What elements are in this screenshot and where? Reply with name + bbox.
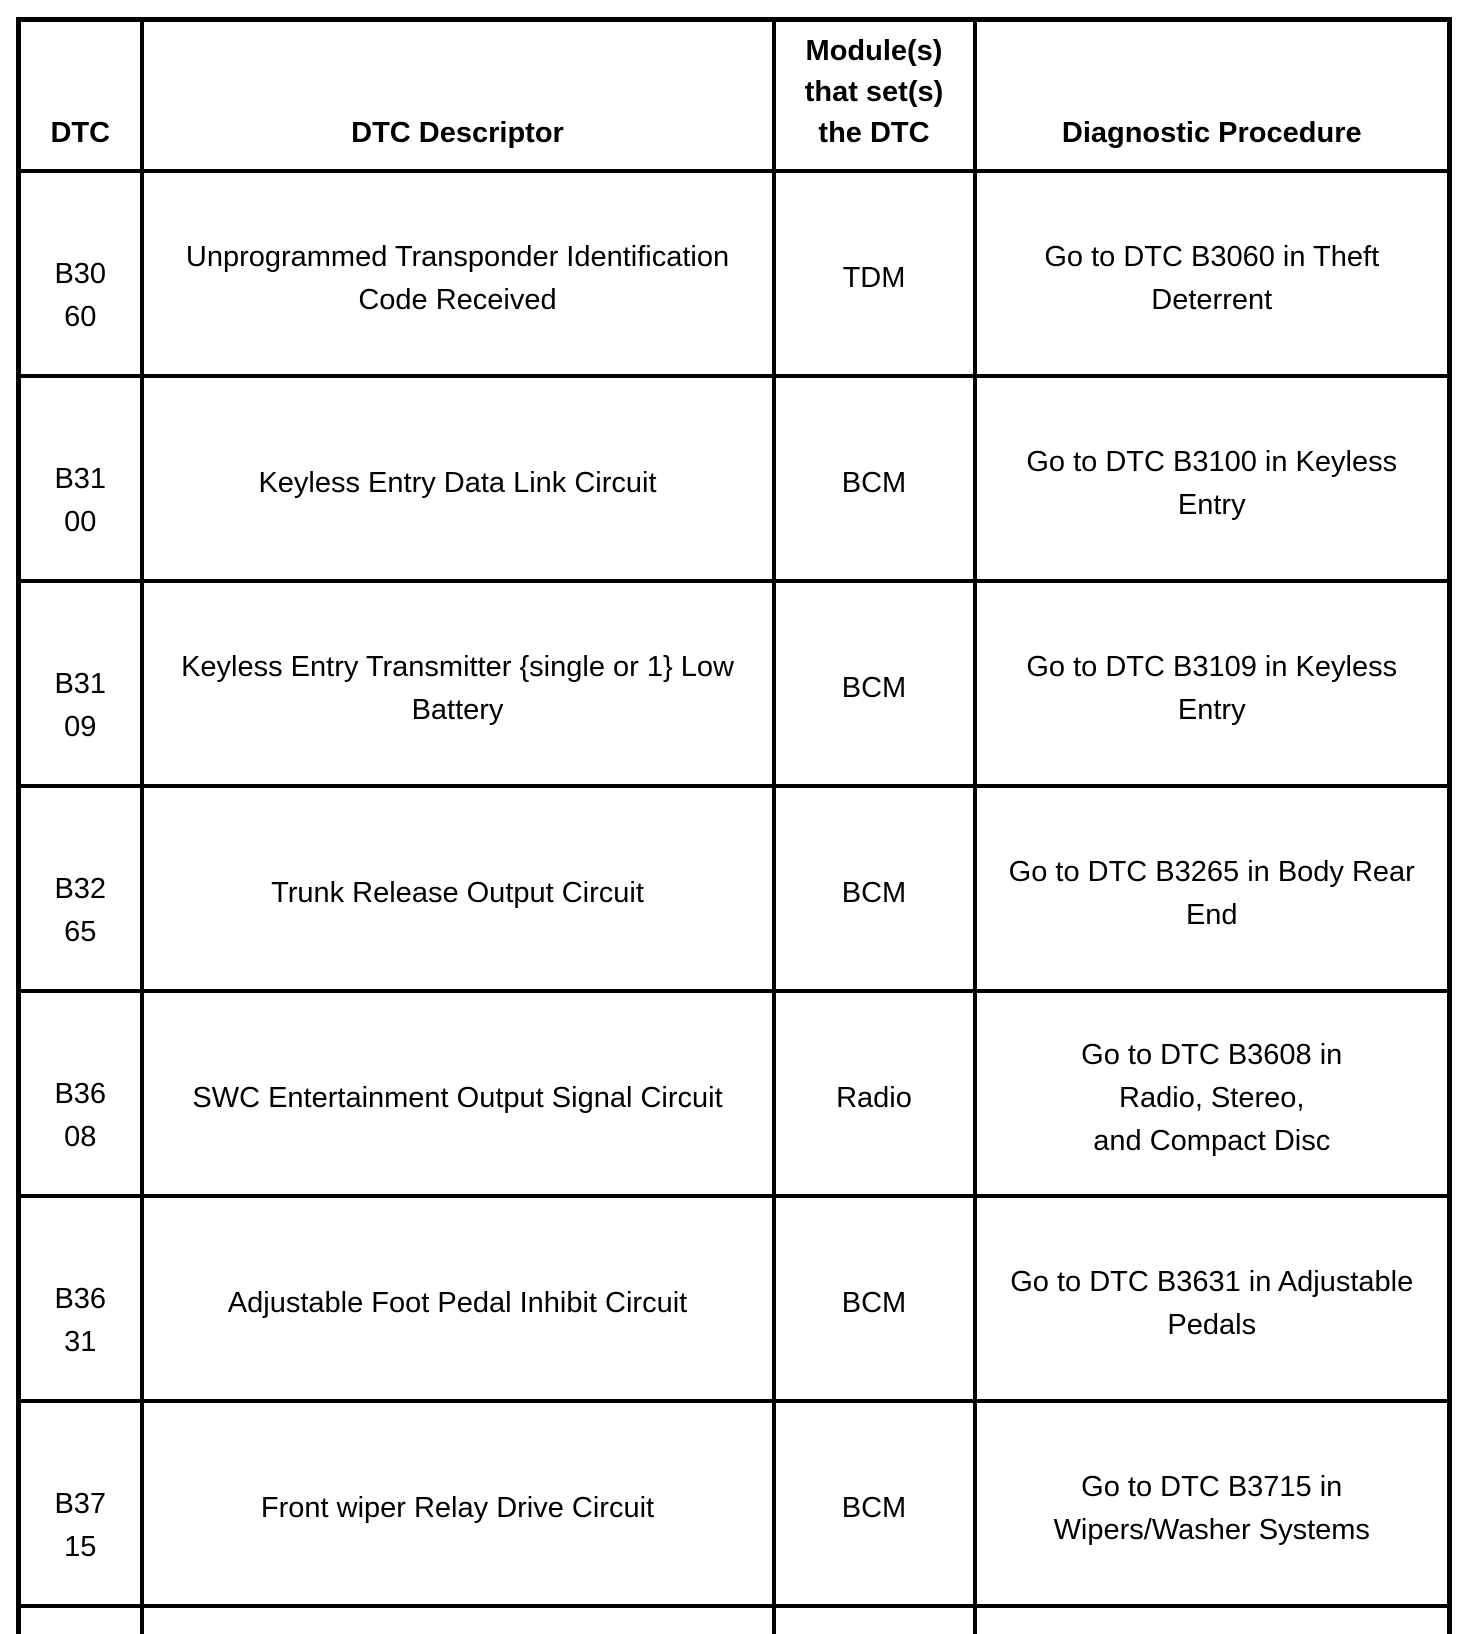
table-row: B36 08 SWC Entertainment Output Signal C… (16, 989, 1452, 1198)
table-row: B37 94 Cruise Control Function Request C… (16, 1604, 1452, 1634)
dtc-cell: B31 09 (16, 579, 144, 788)
dtc-table: DTC DTC Descriptor Module(s) that set(s)… (16, 17, 1452, 1634)
module-cell: TDM (771, 169, 977, 378)
procedure-cell: Go to DTC B3109 in Keyless Entry (972, 579, 1452, 788)
module-cell: BCM (771, 1399, 977, 1608)
procedure-cell: Go to DTC B3715 in Wipers/Washer Systems (972, 1399, 1452, 1608)
descriptor-cell: Cruise Control Function Request Circuit (139, 1604, 776, 1634)
descriptor-cell: Unprogrammed Transponder Identification … (139, 169, 776, 378)
module-cell: BCM (771, 1604, 977, 1634)
table-row: B36 31 Adjustable Foot Pedal Inhibit Cir… (16, 1194, 1452, 1403)
procedure-cell: Go to DTC B3794 in Cruise Control (972, 1604, 1452, 1634)
procedure-cell: Go to DTC B3608 in Radio, Stereo, and Co… (972, 989, 1452, 1198)
dtc-cell: B36 31 (16, 1194, 144, 1403)
header-dtc: DTC (16, 17, 144, 173)
dtc-cell: B32 65 (16, 784, 144, 993)
procedure-cell: Go to DTC B3100 in Keyless Entry (972, 374, 1452, 583)
table-row: B31 00 Keyless Entry Data Link Circuit B… (16, 374, 1452, 583)
header-descriptor: DTC Descriptor (139, 17, 776, 173)
descriptor-cell: Adjustable Foot Pedal Inhibit Circuit (139, 1194, 776, 1403)
table-row: B30 60 Unprogrammed Transponder Identifi… (16, 169, 1452, 378)
dtc-cell: B37 94 (16, 1604, 144, 1634)
module-cell: BCM (771, 579, 977, 788)
procedure-cell: Go to DTC B3631 in Adjustable Pedals (972, 1194, 1452, 1403)
header-procedure: Diagnostic Procedure (972, 17, 1452, 173)
table-row: B31 09 Keyless Entry Transmitter {single… (16, 579, 1452, 788)
table-row: B32 65 Trunk Release Output Circuit BCM … (16, 784, 1452, 993)
descriptor-cell: Front wiper Relay Drive Circuit (139, 1399, 776, 1608)
descriptor-cell: SWC Entertainment Output Signal Circuit (139, 989, 776, 1198)
dtc-cell: B37 15 (16, 1399, 144, 1608)
header-row: DTC DTC Descriptor Module(s) that set(s)… (16, 17, 1452, 173)
table-row: B37 15 Front wiper Relay Drive Circuit B… (16, 1399, 1452, 1608)
module-cell: BCM (771, 1194, 977, 1403)
module-cell: BCM (771, 784, 977, 993)
descriptor-cell: Keyless Entry Data Link Circuit (139, 374, 776, 583)
header-module: Module(s) that set(s) the DTC (771, 17, 977, 173)
procedure-cell: Go to DTC B3265 in Body Rear End (972, 784, 1452, 993)
procedure-cell: Go to DTC B3060 in Theft Deterrent (972, 169, 1452, 378)
dtc-cell: B31 00 (16, 374, 144, 583)
dtc-cell: B36 08 (16, 989, 144, 1198)
module-cell: Radio (771, 989, 977, 1198)
dtc-cell: B30 60 (16, 169, 144, 378)
descriptor-cell: Trunk Release Output Circuit (139, 784, 776, 993)
descriptor-cell: Keyless Entry Transmitter {single or 1} … (139, 579, 776, 788)
module-cell: BCM (771, 374, 977, 583)
